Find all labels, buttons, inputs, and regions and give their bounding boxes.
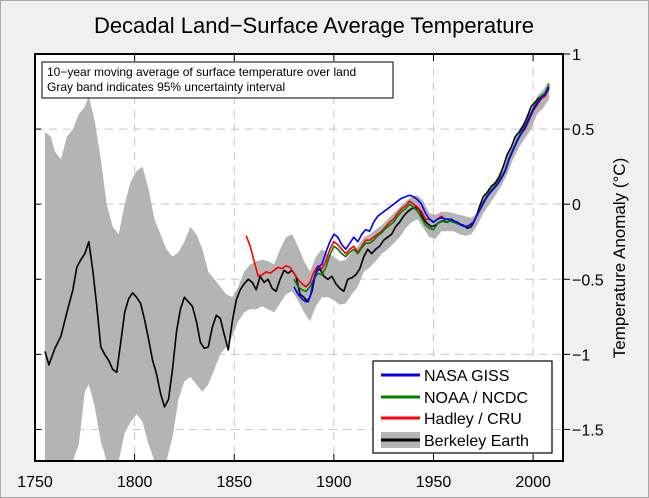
legend-label-nasa-giss: NASA GISS	[424, 368, 509, 385]
x-axis: 1750 1800 1850 1900 1950 2000	[17, 54, 551, 491]
legend-item-hadley-cru: Hadley / CRU	[381, 411, 522, 428]
legend-label-hadley-cru: Hadley / CRU	[424, 411, 522, 428]
annotation-box: 10−year moving average of surface temper…	[41, 61, 394, 99]
series-lines-layer	[44, 83, 550, 408]
annotation-line-2: Gray band indicates 95% uncertainty inte…	[47, 80, 285, 94]
y-tick-label-1: 0.5	[572, 122, 594, 139]
y-axis-label: Temperature Anomaly (°C)	[610, 158, 629, 358]
y-tick-label-4: −1	[572, 347, 590, 364]
legend: NASA GISS NOAA / NCDC Hadley / CRU Berke…	[372, 360, 553, 454]
legend-label-noaa-ncdc: NOAA / NCDC	[424, 390, 528, 407]
uncertainty-band	[45, 81, 550, 461]
plot-border	[34, 53, 564, 462]
x-tick-label-1950: 1950	[416, 474, 452, 491]
legend-item-nasa-giss: NASA GISS	[381, 368, 509, 385]
legend-item-noaa-ncdc: NOAA / NCDC	[381, 390, 528, 407]
x-tick-label-1800: 1800	[117, 474, 153, 491]
annotation-line-1: 10−year moving average of surface temper…	[47, 65, 356, 79]
legend-item-berkeley-earth: Berkeley Earth	[381, 432, 529, 450]
y-tick-label-3: −0.5	[572, 272, 604, 289]
y-tick-label-5: −1.5	[572, 422, 604, 439]
x-tick-label-1750: 1750	[17, 474, 53, 491]
chart-title: Decadal Land−Surface Average Temperature	[94, 13, 534, 38]
x-tick-label-2000: 2000	[515, 474, 551, 491]
series-line-nasa-giss	[293, 86, 550, 303]
legend-label-berkeley-earth: Berkeley Earth	[424, 433, 529, 450]
x-tick-label-1900: 1900	[316, 474, 352, 491]
y-tick-label-0: 1	[572, 47, 581, 64]
y-tick-label-2: 0	[572, 197, 581, 214]
x-tick-label-1850: 1850	[216, 474, 252, 491]
y-axis: 1 0.5 0 −0.5 −1 −1.5	[35, 47, 604, 439]
uncertainty-band-layer	[45, 81, 550, 461]
